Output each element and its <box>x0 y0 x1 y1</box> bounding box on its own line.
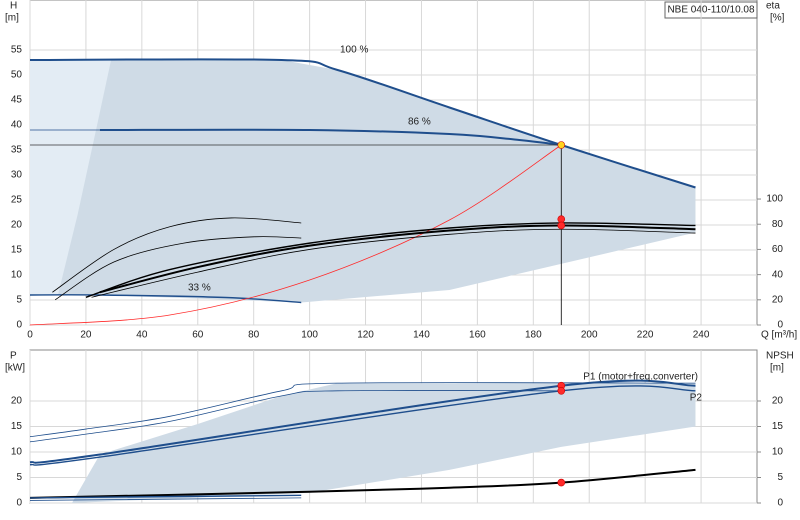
model-box <box>664 1 758 19</box>
x-tick-label: 0 <box>27 330 33 341</box>
duty-point <box>557 386 566 395</box>
x-tick-label: 140 <box>413 330 430 341</box>
x-tick-label: 80 <box>248 330 260 341</box>
x-tick-label: 20 <box>80 330 92 341</box>
x-tick-label: 160 <box>469 330 486 341</box>
curve <box>29 144 562 326</box>
curve <box>99 128 562 146</box>
y-axis-unit: [m] <box>5 13 19 24</box>
x-tick-label: 40 <box>136 330 148 341</box>
y-tick-label: 20 <box>11 220 23 231</box>
y-tick-label: 0 <box>16 320 22 331</box>
y-axis-unit: [kW] <box>5 363 25 374</box>
y-tick-label: 30 <box>11 170 23 181</box>
y2-tick-label: 80 <box>772 219 784 230</box>
y-axis-label: P <box>10 351 17 362</box>
y2-tick-label: 20 <box>772 396 784 407</box>
y2-tick-label: 20 <box>772 294 784 305</box>
y2-tick-label: 10 <box>772 447 784 458</box>
y2-tick-label: 100 <box>766 194 783 205</box>
y2-tick-label: 60 <box>772 244 784 255</box>
y-tick-label: 0 <box>16 498 22 509</box>
curve <box>29 382 696 438</box>
annotation: P2 <box>690 393 703 404</box>
curve <box>29 385 696 466</box>
y-tick-label: 5 <box>16 295 22 306</box>
curve <box>29 379 696 464</box>
y-tick-label: 40 <box>11 120 23 131</box>
x-tick-label: 180 <box>525 330 542 341</box>
y2-tick-label: 15 <box>772 421 784 432</box>
y-axis-label: H <box>10 1 17 12</box>
x-axis-label: Q [m³/h] <box>761 330 797 341</box>
x-tick-label: 200 <box>581 330 598 341</box>
y-tick-label: 5 <box>16 472 22 483</box>
duty-point <box>557 141 566 149</box>
y-tick-label: 10 <box>11 270 23 281</box>
y-tick-label: 15 <box>11 421 23 432</box>
curve <box>29 494 302 499</box>
curve <box>99 224 696 294</box>
curve <box>52 217 302 293</box>
model-label: NBE 040-110/10.08 <box>667 5 755 16</box>
y2-axis-unit: [m] <box>770 363 784 374</box>
y2-axis-label: NPSH <box>766 351 794 362</box>
duty-point <box>557 478 566 487</box>
y-tick-label: 50 <box>11 70 23 81</box>
curve <box>85 222 696 298</box>
y-tick-label: 20 <box>11 396 23 407</box>
annotation: 33 % <box>188 283 211 294</box>
annotation: P1 (motor+freq.converter) <box>583 372 698 383</box>
y2-axis-label: eta <box>766 1 780 12</box>
curve <box>29 58 696 189</box>
y-tick-label: 25 <box>11 195 23 206</box>
x-tick-label: 60 <box>192 330 204 341</box>
y2-tick-label: 0 <box>777 498 783 509</box>
curve <box>29 390 562 443</box>
range-area <box>30 60 112 295</box>
annotation: 86 % <box>408 117 431 128</box>
duty-point <box>557 221 566 230</box>
curve <box>29 294 302 304</box>
range-area <box>30 60 696 303</box>
x-tick-label: 220 <box>637 330 654 341</box>
y-tick-label: 10 <box>11 447 23 458</box>
range-area <box>71 383 696 503</box>
y-tick-label: 55 <box>11 45 23 56</box>
x-tick-label: 240 <box>693 330 710 341</box>
annotation: 100 % <box>340 45 368 56</box>
y-tick-label: 15 <box>11 245 23 256</box>
duty-point <box>557 215 566 223</box>
curve <box>29 468 696 499</box>
curve <box>29 497 302 501</box>
y-tick-label: 45 <box>11 95 23 106</box>
x-tick-label: 120 <box>357 330 374 341</box>
y2-tick-label: 0 <box>777 320 783 331</box>
curve <box>54 236 302 301</box>
y2-tick-label: 5 <box>777 472 783 483</box>
curve <box>91 228 696 298</box>
y-tick-label: 35 <box>11 145 23 156</box>
y2-tick-label: 40 <box>772 269 784 280</box>
y2-axis-unit: [%] <box>770 13 785 24</box>
x-tick-label: 100 <box>301 330 318 341</box>
